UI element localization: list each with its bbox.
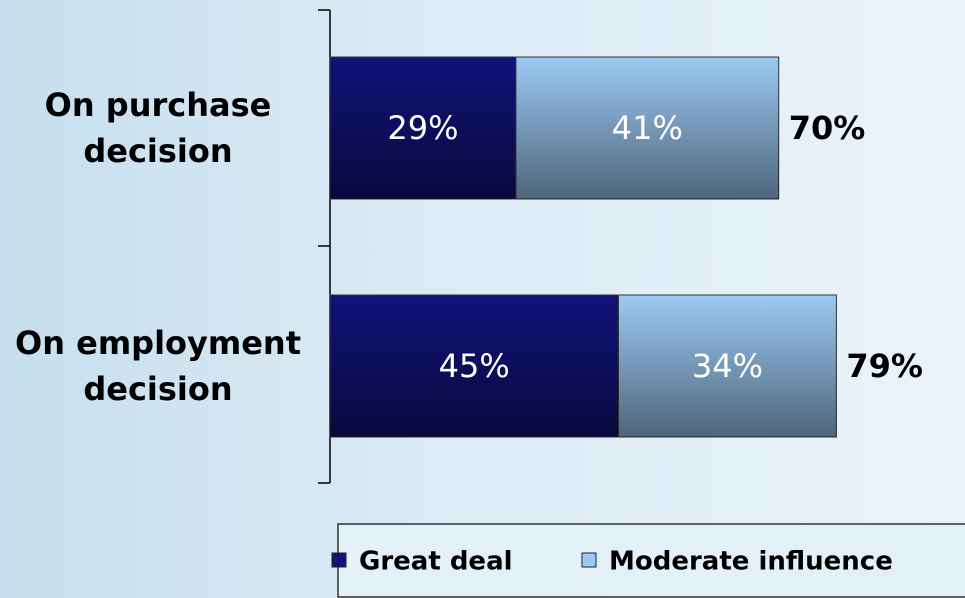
legend-label: Great deal xyxy=(359,547,513,577)
category-axis xyxy=(318,9,331,484)
value-label: 34% xyxy=(692,347,763,385)
value-label: 29% xyxy=(387,109,458,147)
legend-label: Moderate influence xyxy=(609,547,893,577)
category-label: On employment decision xyxy=(14,324,301,408)
value-label: 45% xyxy=(439,347,510,385)
total-label: 79% xyxy=(846,347,923,385)
category-label: On purchase decision xyxy=(44,86,272,170)
value-label: 41% xyxy=(612,109,683,147)
total-label: 70% xyxy=(789,109,866,147)
legend-swatch xyxy=(581,552,597,568)
legend-box xyxy=(337,523,965,598)
legend-swatch xyxy=(331,552,347,568)
